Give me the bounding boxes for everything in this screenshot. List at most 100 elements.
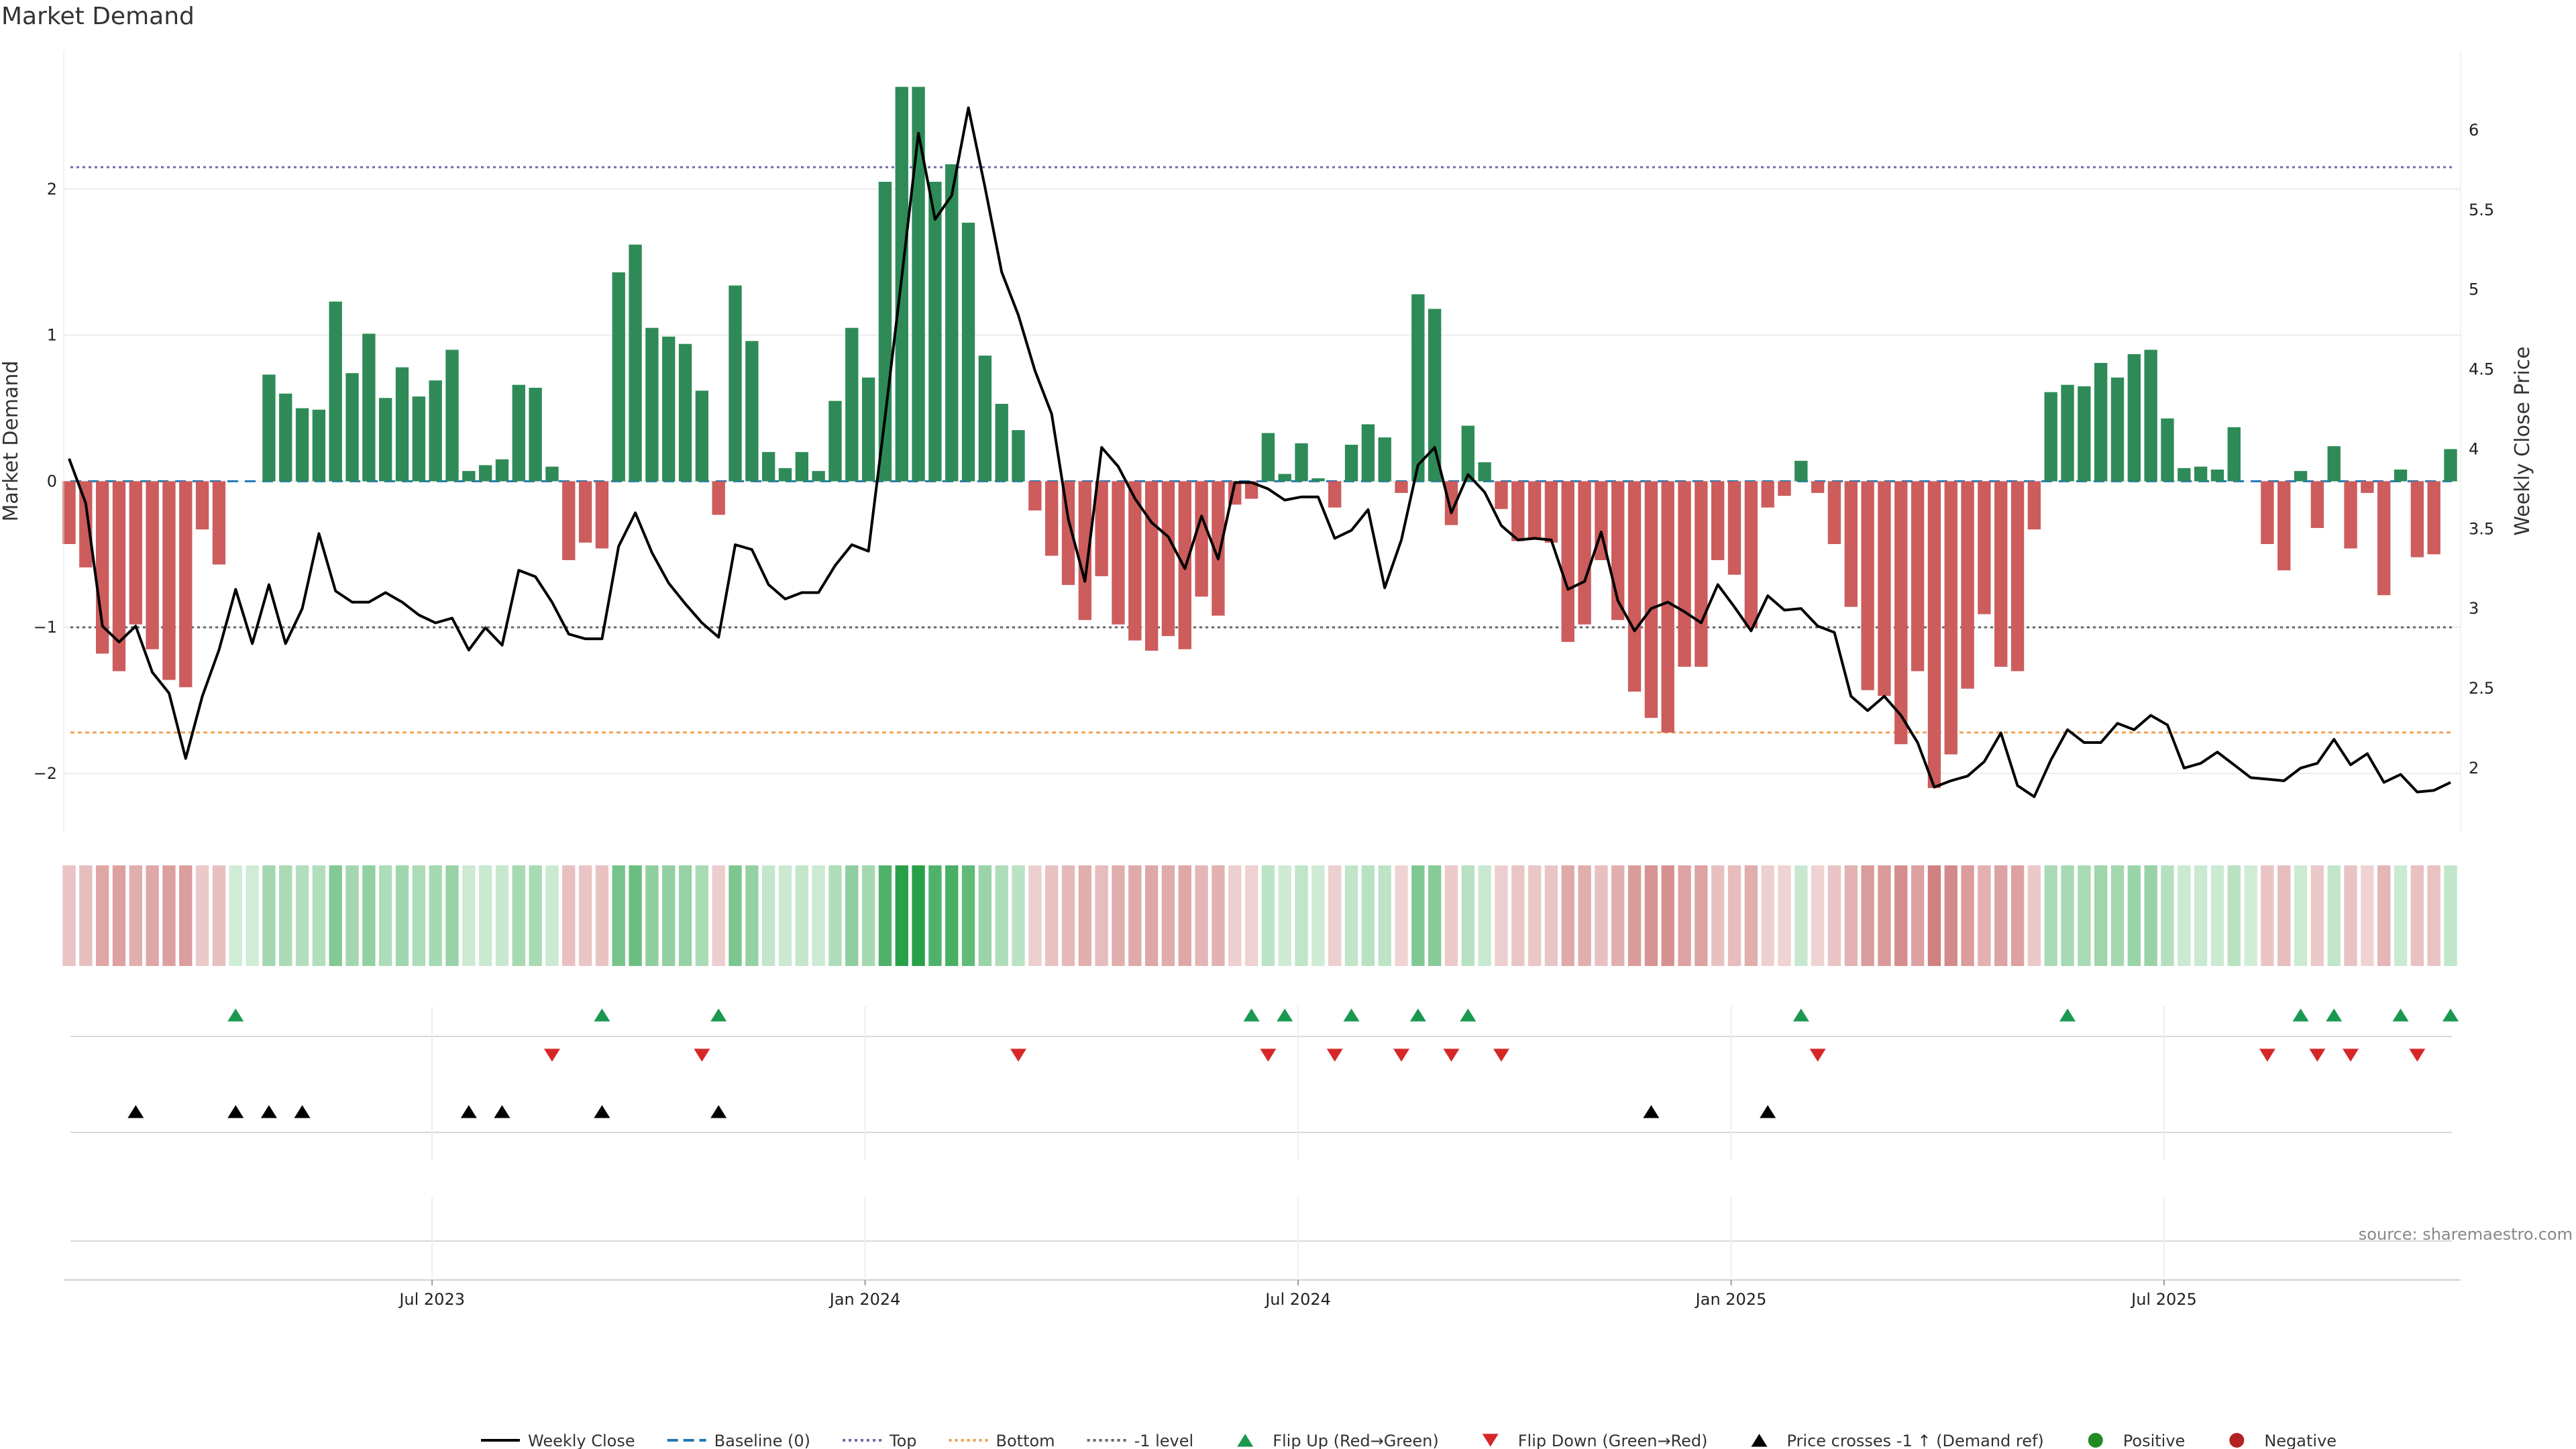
demand-bar <box>529 388 542 482</box>
y-tick-right: 4.5 <box>2469 360 2494 379</box>
demand-bar <box>1778 481 1791 496</box>
heat-cell <box>1444 865 1458 966</box>
y-tick-right: 2 <box>2469 759 2479 777</box>
heat-cell <box>1894 865 1908 966</box>
demand-bar <box>412 396 426 482</box>
heat-cell <box>1878 865 1891 966</box>
demand-bar <box>1661 481 1674 733</box>
heat-cell <box>529 865 542 966</box>
demand-bar <box>2061 384 2074 482</box>
heat-cell <box>362 865 376 966</box>
heat-cell <box>1144 865 1159 966</box>
heat-cell <box>1212 865 1225 966</box>
heat-cell <box>1411 865 1425 966</box>
demand-bar <box>961 222 975 482</box>
demand-bar <box>2210 469 2224 482</box>
legend-label: Top <box>889 1432 917 1449</box>
heat-cell <box>828 865 842 966</box>
demand-bar <box>2377 481 2391 596</box>
demand-bar <box>1811 481 1825 493</box>
legend-label: Negative <box>2264 1432 2337 1449</box>
demand-bar <box>1012 430 1025 482</box>
legend-label: Flip Up (Red→Green) <box>1273 1432 1439 1449</box>
demand-bar <box>1794 460 1808 482</box>
demand-bar <box>2410 481 2424 557</box>
demand-bar <box>179 481 193 688</box>
heat-cell <box>1478 865 1491 966</box>
heat-cell <box>2178 865 2191 966</box>
heat-cell <box>2027 865 2041 966</box>
demand-bar <box>795 451 808 482</box>
demand-bar <box>478 465 492 482</box>
y-tick-left: 1 <box>47 326 57 345</box>
heat-cell <box>1178 865 1191 966</box>
heat-cell <box>1695 865 1708 966</box>
demand-bar <box>112 481 126 672</box>
demand-bar <box>1978 481 1991 614</box>
demand-bar <box>2027 481 2041 530</box>
heat-cell <box>729 865 742 966</box>
demand-bar <box>495 459 509 482</box>
demand-bar <box>1678 481 1691 667</box>
demand-bar <box>545 466 559 482</box>
heat-cell <box>1661 865 1674 966</box>
demand-bar <box>1761 481 1774 508</box>
demand-bar <box>1744 481 1758 628</box>
event-markers <box>70 1006 2459 1278</box>
demand-bar <box>2144 350 2157 482</box>
heat-cell <box>1778 865 1791 966</box>
legend-triangle <box>1482 1434 1499 1447</box>
heat-cell <box>1395 865 1408 966</box>
legend-symbol-cross <box>1751 1434 1768 1447</box>
heat-cell <box>2161 865 2174 966</box>
demand-bar <box>1278 474 1291 482</box>
demand-bar <box>861 377 875 482</box>
demand-bar <box>79 481 93 568</box>
demand-bar <box>2361 481 2374 493</box>
flip-up-marker <box>2292 1008 2309 1022</box>
flip-up-marker <box>2059 1008 2076 1022</box>
demand-bar <box>1328 481 1342 508</box>
cross-marker <box>594 1105 610 1118</box>
heat-cell <box>2427 865 2440 966</box>
cross-marker <box>1760 1105 1776 1118</box>
demand-bar <box>1461 425 1474 482</box>
y-tick-right: 6 <box>2469 121 2479 140</box>
flip-up-marker <box>1460 1008 1477 1022</box>
demand-bar <box>2327 446 2341 482</box>
demand-bar <box>129 481 142 625</box>
heat-cell <box>545 865 559 966</box>
demand-bar <box>1911 481 1925 672</box>
heat-cell <box>2061 865 2074 966</box>
y-tick-right: 3 <box>2469 599 2479 618</box>
heat-cell <box>95 865 109 966</box>
demand-bar <box>212 481 226 565</box>
heat-cell <box>312 865 326 966</box>
heat-cell <box>1678 865 1691 966</box>
heat-cell <box>329 865 342 966</box>
demand-bar <box>1527 481 1542 540</box>
demand-bar <box>1711 481 1725 560</box>
demand-bar <box>562 481 576 560</box>
heat-cell <box>1978 865 1991 966</box>
legend-label: Bottom <box>996 1432 1055 1449</box>
legend-label: Flip Down (Green→Red) <box>1518 1432 1708 1449</box>
demand-bar <box>2078 386 2091 482</box>
heat-cell <box>1911 865 1925 966</box>
heat-cell <box>1045 865 1059 966</box>
demand-bar <box>395 367 409 482</box>
demand-bar <box>146 481 159 649</box>
heat-cell <box>2127 865 2141 966</box>
heat-cell <box>1061 865 1075 966</box>
y-tick-left: 0 <box>47 472 57 490</box>
heat-cell <box>295 865 309 966</box>
heat-cell <box>1511 865 1525 966</box>
demand-bar <box>378 398 392 482</box>
cross-marker <box>294 1105 311 1118</box>
legend-label: Weekly Close <box>528 1432 635 1449</box>
heat-cell <box>62 865 76 966</box>
heat-cell <box>2144 865 2157 966</box>
heat-cell <box>2344 865 2357 966</box>
heat-cell <box>262 865 276 966</box>
